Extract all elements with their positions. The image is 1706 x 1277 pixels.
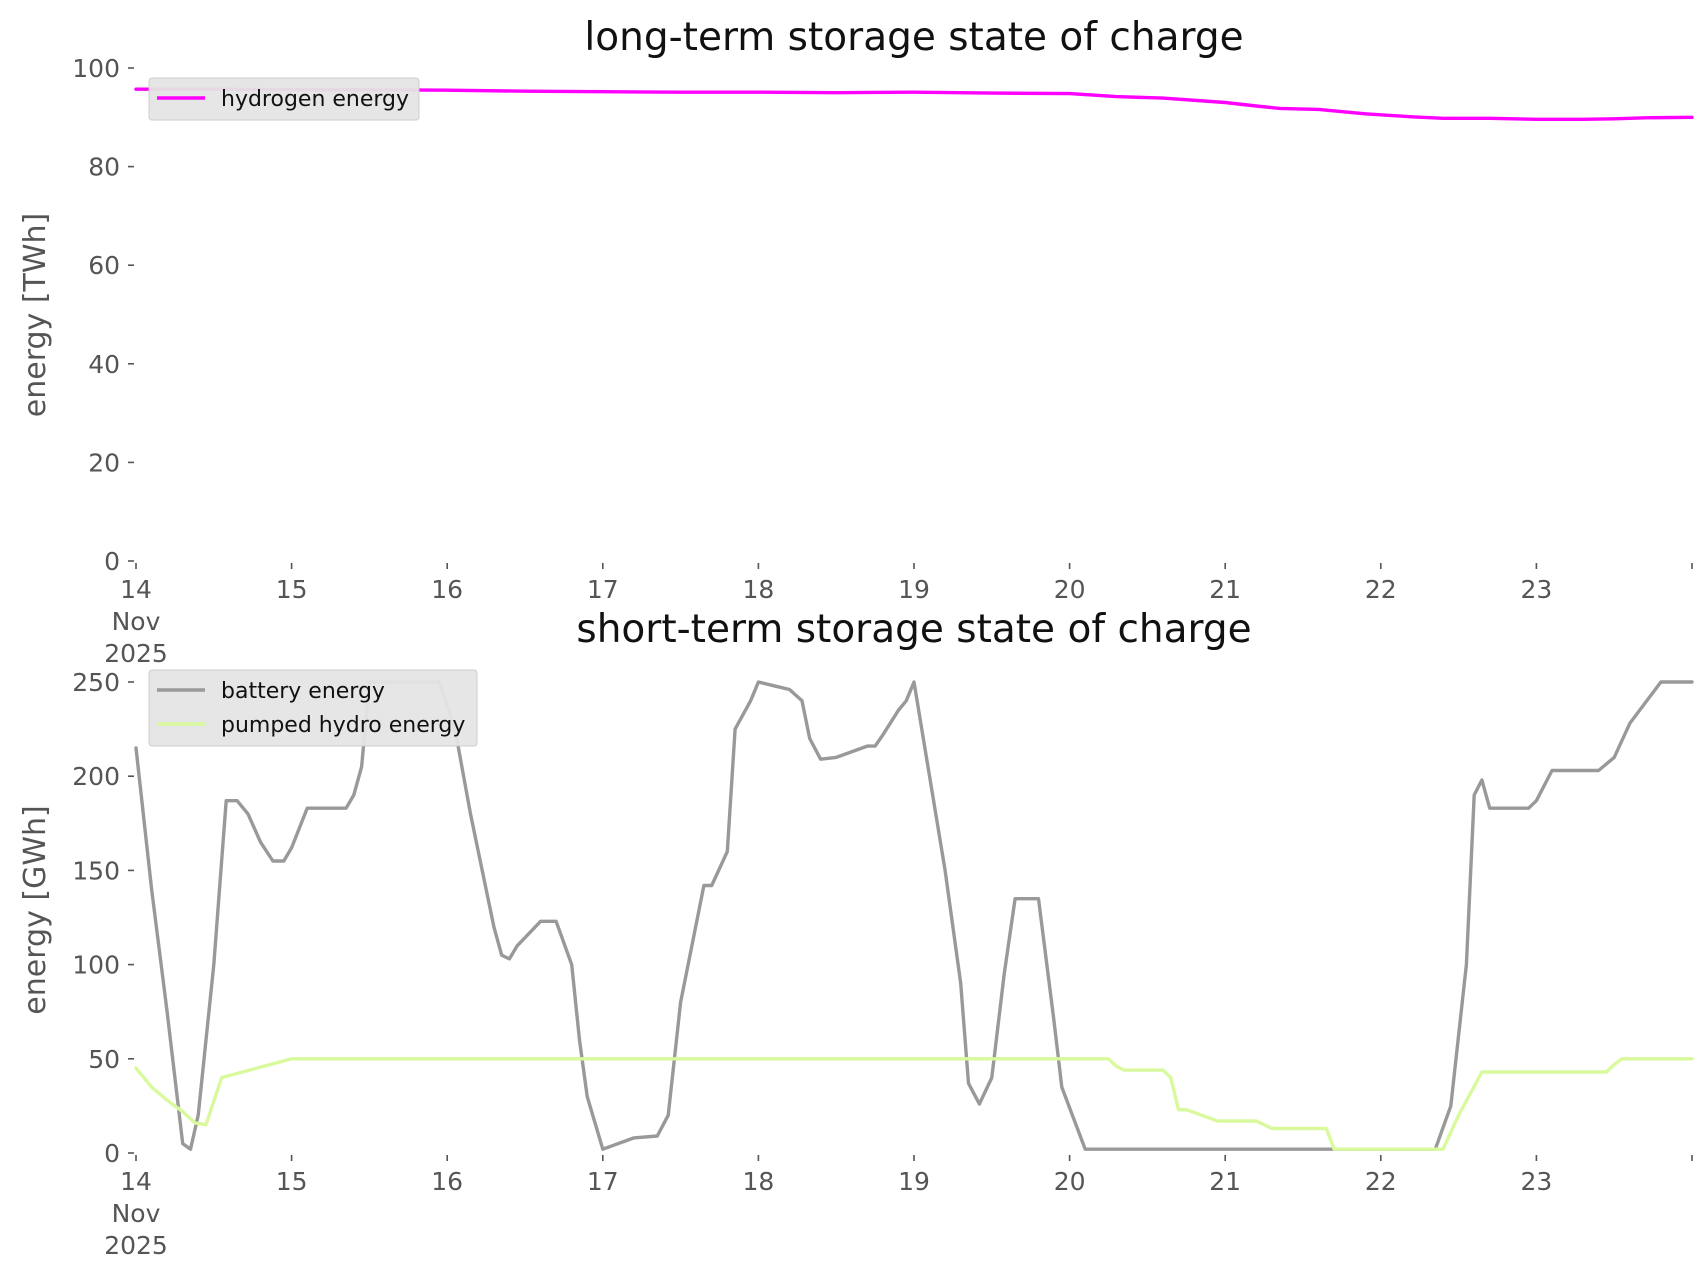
legend-label: battery energy xyxy=(221,679,385,704)
y-tick-label: 0 xyxy=(104,1139,120,1168)
x-tick-label: 16 xyxy=(431,1167,463,1196)
x-tick-label: 19 xyxy=(898,1167,930,1196)
series-line-battery-energy xyxy=(134,680,1694,1151)
x-tick-label: 16 xyxy=(431,575,463,604)
x-tick-label: 19 xyxy=(898,575,930,604)
chart-title: short-term storage state of charge xyxy=(576,607,1251,652)
y-tick-label: 0 xyxy=(104,547,120,576)
y-tick-label: 60 xyxy=(88,251,120,280)
x-tick-sublabel: Nov xyxy=(112,607,161,636)
x-tick-label: 21 xyxy=(1209,1167,1241,1196)
x-tick-label: 20 xyxy=(1054,1167,1086,1196)
x-tick-label: 14 xyxy=(120,575,152,604)
y-tick-label: 80 xyxy=(88,153,120,182)
y-tick-label: 250 xyxy=(72,668,120,697)
x-tick-label: 22 xyxy=(1365,575,1397,604)
x-tick-label: 23 xyxy=(1520,575,1552,604)
y-tick-label: 100 xyxy=(72,54,120,83)
x-tick-label: 18 xyxy=(742,1167,774,1196)
x-tick-label: 20 xyxy=(1054,575,1086,604)
x-tick-label: 15 xyxy=(276,575,308,604)
legend-label: hydrogen energy xyxy=(221,87,409,112)
series-line-pumped-hydro-energy xyxy=(134,1057,1694,1151)
y-tick-label: 200 xyxy=(72,762,120,791)
legend-box xyxy=(148,669,478,747)
x-tick-sublabel: Nov xyxy=(112,1199,161,1228)
y-axis-label: energy [GWh] xyxy=(18,805,53,1014)
y-tick-label: 50 xyxy=(88,1045,120,1074)
y-tick-label: 100 xyxy=(72,951,120,980)
legend-label: pumped hydro energy xyxy=(221,713,465,738)
y-tick-label: 20 xyxy=(88,448,120,477)
x-tick-label: 17 xyxy=(587,1167,619,1196)
x-tick-sublabel: 2025 xyxy=(104,639,168,668)
y-tick-label: 150 xyxy=(72,856,120,885)
x-tick-label: 14 xyxy=(120,1167,152,1196)
x-tick-label: 23 xyxy=(1520,1167,1552,1196)
legend: battery energy pumped hydro energy xyxy=(148,669,478,747)
series-line-hydrogen-energy xyxy=(134,87,1694,122)
y-axis-label: energy [TWh] xyxy=(18,213,53,417)
x-tick-label: 17 xyxy=(587,575,619,604)
x-tick-label: 21 xyxy=(1209,575,1241,604)
x-tick-label: 15 xyxy=(276,1167,308,1196)
y-tick-label: 40 xyxy=(88,350,120,379)
x-tick-sublabel: 2025 xyxy=(104,1231,168,1260)
long-term-storage-panel: long-term storage state of charge energy … xyxy=(18,15,1694,668)
short-term-storage-panel: short-term storage state of charge energy… xyxy=(18,607,1694,1260)
legend-box xyxy=(148,77,420,121)
chart-title: long-term storage state of charge xyxy=(584,15,1243,60)
x-tick-label: 22 xyxy=(1365,1167,1397,1196)
x-tick-label: 18 xyxy=(742,575,774,604)
legend: hydrogen energy xyxy=(148,77,420,121)
